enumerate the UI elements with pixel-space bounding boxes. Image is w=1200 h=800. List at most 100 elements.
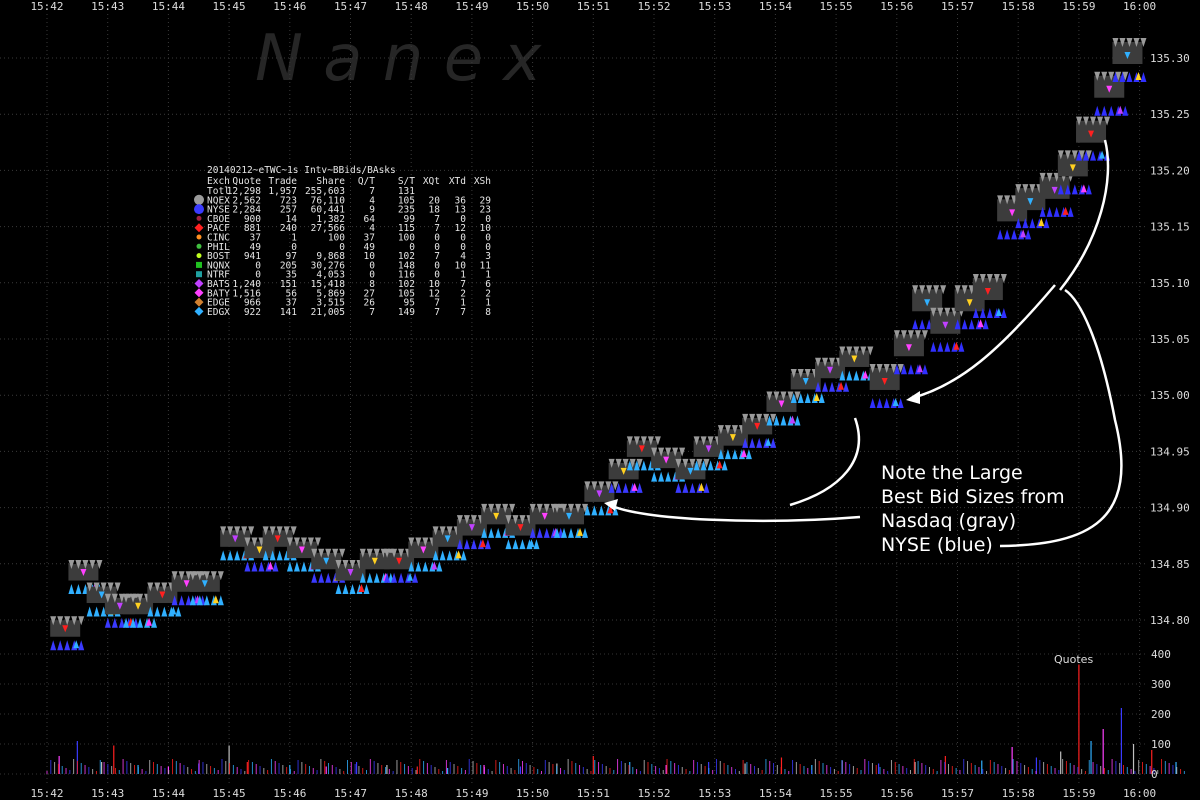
- y-tick-label-price: 134.95: [1150, 445, 1190, 458]
- exchange-marker: [201, 580, 208, 588]
- ask-marker: [554, 503, 561, 513]
- bid-marker: [1046, 206, 1053, 217]
- bid-marker: [460, 550, 467, 561]
- bid-marker: [843, 381, 850, 392]
- legend-title: 20140212~eTWC~1s Intv~BBids/BAsks: [207, 165, 396, 176]
- ask-marker: [269, 526, 276, 536]
- bid-marker: [217, 595, 224, 606]
- legend-cell: 7: [434, 307, 440, 318]
- bid-marker: [178, 595, 185, 606]
- legend-cell: BATS: [207, 279, 230, 290]
- ask-marker: [262, 526, 269, 536]
- legend-marker: [196, 271, 202, 278]
- x-tick-label-top: 15:43: [91, 0, 124, 13]
- legend-row: NQNX 0 205 30,276 0 148 0 10 11: [196, 260, 491, 271]
- ask-marker: [432, 526, 439, 536]
- legend-cell: 1: [485, 298, 491, 309]
- ask-marker: [682, 458, 689, 468]
- bid-marker: [693, 460, 700, 471]
- ask-marker: [1122, 71, 1129, 81]
- quotes-axis-label: Quotes: [1054, 653, 1093, 666]
- x-tick-label-bottom: 15:56: [880, 787, 913, 800]
- bid-marker: [185, 595, 192, 606]
- legend-cell: 4,053: [316, 270, 345, 281]
- bid-marker: [269, 550, 276, 561]
- legend-cell: 141: [280, 307, 297, 318]
- y-tick-label-price: 135.15: [1150, 221, 1190, 234]
- bid-marker: [1101, 105, 1108, 116]
- ask-marker: [196, 571, 203, 581]
- bid-marker: [839, 370, 846, 381]
- ask-marker: [75, 560, 82, 570]
- legend-row: BOST 941 97 9,868 10 102 7 4 3: [196, 251, 491, 262]
- legend-row: NYSE 2,284 257 60,441 9 235 18 13 23: [194, 204, 491, 216]
- legend-cell: 3,515: [316, 298, 345, 309]
- exchange-marker: [995, 308, 1002, 317]
- bid-marker: [554, 527, 561, 538]
- legend-cell: BOST: [207, 251, 230, 262]
- ask-marker: [1029, 184, 1036, 194]
- ask-marker: [961, 285, 968, 295]
- bid-marker: [1122, 105, 1129, 116]
- exchange-marker: [905, 344, 912, 352]
- annotation-line-3: Nasdaq (gray): [881, 510, 1016, 532]
- ask-marker: [921, 330, 928, 340]
- ask-marker: [763, 413, 770, 423]
- exchange-marker: [638, 445, 645, 453]
- legend-cell: 3: [485, 251, 491, 262]
- bid-marker: [622, 482, 629, 493]
- ask-marker: [717, 425, 724, 435]
- legend-cell: 18: [429, 205, 441, 216]
- legend-cell: 151: [280, 279, 297, 290]
- bid-marker: [64, 640, 71, 651]
- exchange-marker: [663, 456, 670, 464]
- ask-marker: [679, 447, 686, 457]
- exchange-marker: [170, 606, 177, 615]
- watermark-text: N a n e x: [255, 22, 542, 96]
- bid-marker: [456, 539, 463, 550]
- legend-cell: 102: [398, 251, 415, 262]
- exchange-marker: [596, 490, 603, 498]
- legend-row: NQEX 2,562 723 76,110 4 105 20 36 29: [194, 194, 491, 206]
- legend-cell: 15,418: [311, 279, 346, 290]
- bid-marker: [130, 617, 137, 628]
- x-tick-label-top: 15:54: [759, 0, 792, 13]
- exchange-marker: [778, 400, 785, 408]
- legend-cell: 900: [244, 214, 261, 225]
- legend-cell: 0: [485, 242, 491, 253]
- legend-cell: 7: [434, 298, 440, 309]
- legend-row: BATY 1,516 56 5,869 27 105 12 2 2: [194, 288, 491, 299]
- bid-marker: [582, 527, 589, 538]
- exchange-marker: [396, 557, 403, 565]
- exchange-marker: [698, 482, 705, 491]
- legend-row: EDGE 966 37 3,515 26 95 7 1 1: [194, 297, 491, 309]
- annotation-line-1: Note the Large: [881, 462, 1023, 484]
- exchange-marker: [371, 557, 378, 565]
- exchange-marker: [479, 539, 486, 548]
- exchange-marker: [455, 550, 462, 559]
- exchange-marker: [1135, 72, 1142, 80]
- ask-marker: [893, 330, 900, 340]
- bid-marker: [766, 415, 773, 426]
- bid-marker: [1039, 206, 1046, 217]
- legend-cell: 255,603: [305, 186, 345, 197]
- bid-marker: [1085, 184, 1092, 195]
- annotation-text: Note the Large Best Bid Sizes from Nasda…: [881, 462, 1065, 556]
- ask-marker: [502, 503, 509, 513]
- exchange-marker: [851, 355, 858, 363]
- ask-marker: [675, 458, 682, 468]
- legend-cell: 14: [286, 214, 298, 225]
- legend-cell: 64: [364, 214, 376, 225]
- bid-marker: [1004, 229, 1011, 240]
- x-tick-label-top: 15:57: [941, 0, 974, 13]
- x-tick-label-bottom: 15:50: [516, 787, 549, 800]
- legend-cell: 10: [455, 260, 467, 271]
- legend-marker: [196, 215, 202, 221]
- bid-marker: [1025, 229, 1032, 240]
- bid-marker: [1015, 218, 1022, 229]
- exchange-marker: [740, 449, 747, 458]
- bid-marker: [636, 482, 643, 493]
- ask-marker: [178, 571, 185, 581]
- bid-marker: [432, 550, 439, 561]
- ask-marker: [933, 285, 940, 295]
